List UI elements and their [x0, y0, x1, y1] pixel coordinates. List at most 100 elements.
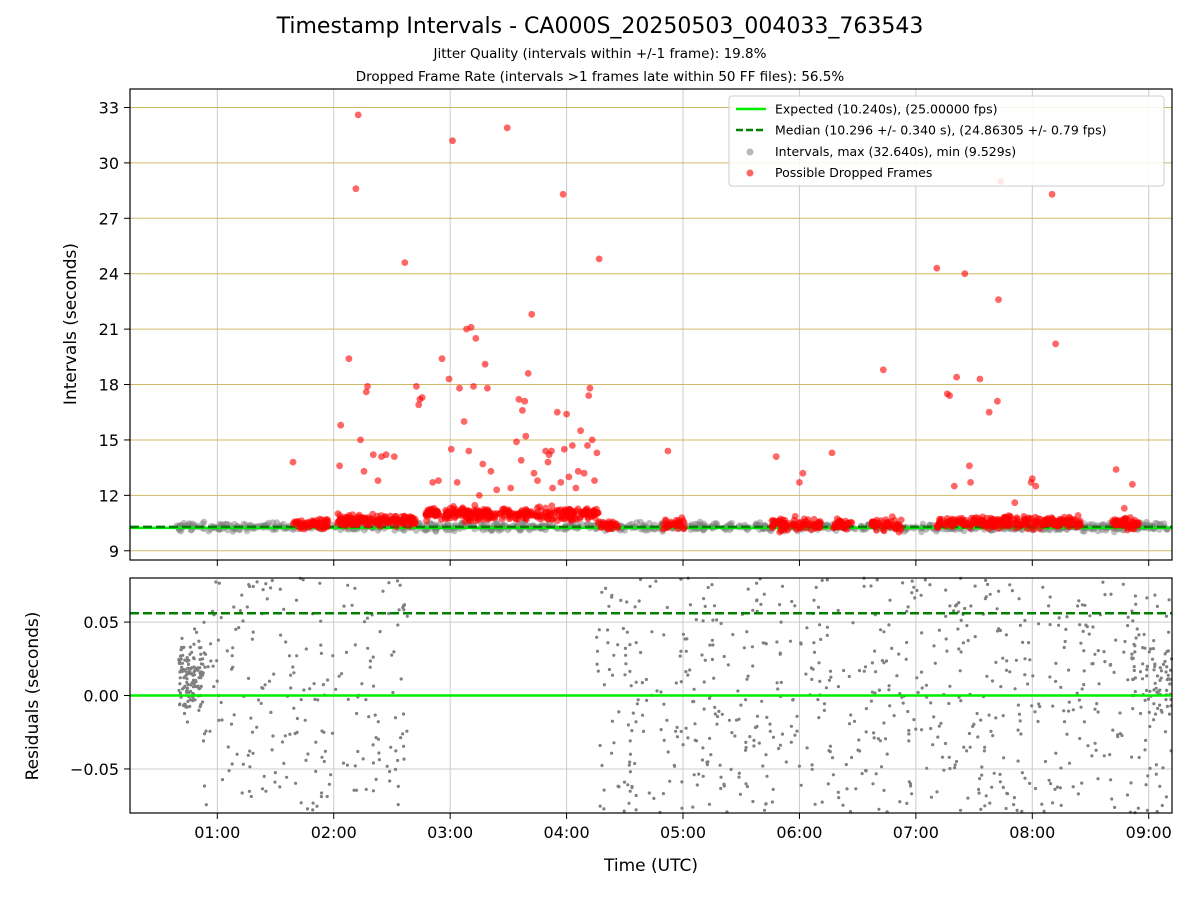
residual-point	[702, 680, 706, 684]
x-tick-label-7: 08:00	[1009, 823, 1055, 842]
residual-point	[356, 749, 360, 754]
residual-point	[288, 732, 292, 736]
residual-point	[1031, 674, 1035, 678]
residual-point	[622, 780, 627, 784]
residual-point	[216, 638, 220, 642]
residual-point	[1164, 795, 1168, 799]
residual-point	[987, 713, 991, 717]
residual-point	[684, 649, 688, 653]
residual-point	[994, 660, 998, 665]
residual-point	[958, 669, 962, 673]
residual-point	[906, 605, 910, 609]
dropped-frame-point	[491, 512, 499, 520]
dropped-frame-point	[569, 442, 576, 449]
residual-point	[795, 714, 799, 718]
residual-point	[924, 683, 929, 687]
dropped-frame-point	[966, 462, 973, 470]
residual-point	[1148, 724, 1152, 729]
residual-point	[625, 600, 629, 604]
residual-point	[1080, 603, 1084, 607]
residual-point	[188, 670, 192, 674]
residual-point	[675, 725, 679, 730]
residual-point	[680, 780, 684, 784]
residual-point	[1091, 625, 1095, 629]
residual-point	[638, 577, 643, 582]
residual-point	[864, 707, 869, 711]
residual-point	[313, 697, 317, 702]
residual-point	[302, 688, 306, 692]
residual-point	[1167, 598, 1171, 602]
residual-point	[705, 760, 709, 764]
dropped-frame-point	[666, 521, 674, 528]
residual-point	[616, 784, 620, 788]
interval-point	[700, 520, 707, 527]
residual-point	[182, 686, 186, 690]
residual-point	[739, 703, 743, 707]
residual-point	[879, 765, 884, 769]
dropped-frame-point	[1134, 519, 1141, 527]
x-tick-label-0: 01:00	[194, 823, 240, 842]
residual-point	[1122, 650, 1126, 654]
dropped-frame-point	[390, 453, 398, 460]
residual-point	[1096, 649, 1100, 653]
residual-point	[246, 676, 251, 681]
legend-median-label: Median (10.296 +/- 0.340 s), (24.86305 +…	[775, 123, 1106, 138]
dropped-frame-point	[521, 397, 529, 405]
residuals-panel: −0.05 0.00 0.05 01:00 02:00 03:00 04:00 05:00 0…	[23, 576, 1174, 876]
residual-point	[1078, 623, 1082, 627]
residual-point	[344, 650, 349, 655]
residual-point	[746, 674, 750, 678]
residual-point	[982, 749, 987, 753]
residual-point	[804, 672, 808, 676]
residual-point	[1130, 652, 1134, 656]
residual-point	[662, 702, 666, 706]
residual-point	[202, 732, 207, 736]
residual-point	[1126, 678, 1130, 682]
dropped-frame-point	[896, 522, 903, 529]
residual-point	[988, 801, 992, 805]
residual-point	[249, 794, 253, 799]
residual-point	[1081, 629, 1085, 634]
interval-point	[919, 520, 927, 528]
dropped-frame-point	[449, 137, 456, 145]
residual-point	[961, 641, 966, 645]
residual-point	[641, 729, 646, 734]
residual-point	[1164, 614, 1169, 618]
residual-point	[299, 698, 303, 702]
residual-point	[1043, 759, 1048, 764]
residual-point	[836, 608, 840, 613]
residual-point	[858, 749, 862, 753]
residual-point	[822, 702, 827, 706]
residual-point	[186, 666, 190, 670]
residual-point	[291, 665, 295, 669]
residual-point	[198, 671, 202, 675]
residual-point	[702, 597, 706, 601]
residual-point	[750, 645, 755, 649]
residual-point	[289, 686, 293, 690]
residual-point	[634, 720, 638, 724]
residual-point	[1152, 702, 1156, 706]
residual-point	[197, 639, 201, 643]
residual-point	[816, 605, 821, 609]
residual-point	[852, 719, 857, 723]
residual-point	[1145, 688, 1149, 693]
residual-point	[1076, 604, 1080, 608]
residual-point	[1059, 803, 1063, 808]
dropped-frame-point	[522, 432, 530, 440]
residual-point	[628, 760, 632, 764]
residual-point	[662, 738, 666, 742]
residual-point	[1155, 674, 1160, 678]
residual-point	[1064, 627, 1068, 632]
residual-point	[818, 623, 822, 627]
residual-point	[959, 699, 963, 703]
dropped-frame-point	[307, 522, 315, 529]
dropped-frame-point	[1118, 519, 1125, 527]
residual-point	[845, 787, 849, 791]
residual-point	[282, 761, 286, 766]
legend-box	[728, 95, 1165, 187]
residual-point	[623, 646, 628, 651]
dropped-frame-point	[530, 469, 538, 477]
residual-point	[319, 619, 323, 623]
residual-point	[1111, 728, 1115, 732]
dropped-frame-point	[487, 467, 495, 475]
